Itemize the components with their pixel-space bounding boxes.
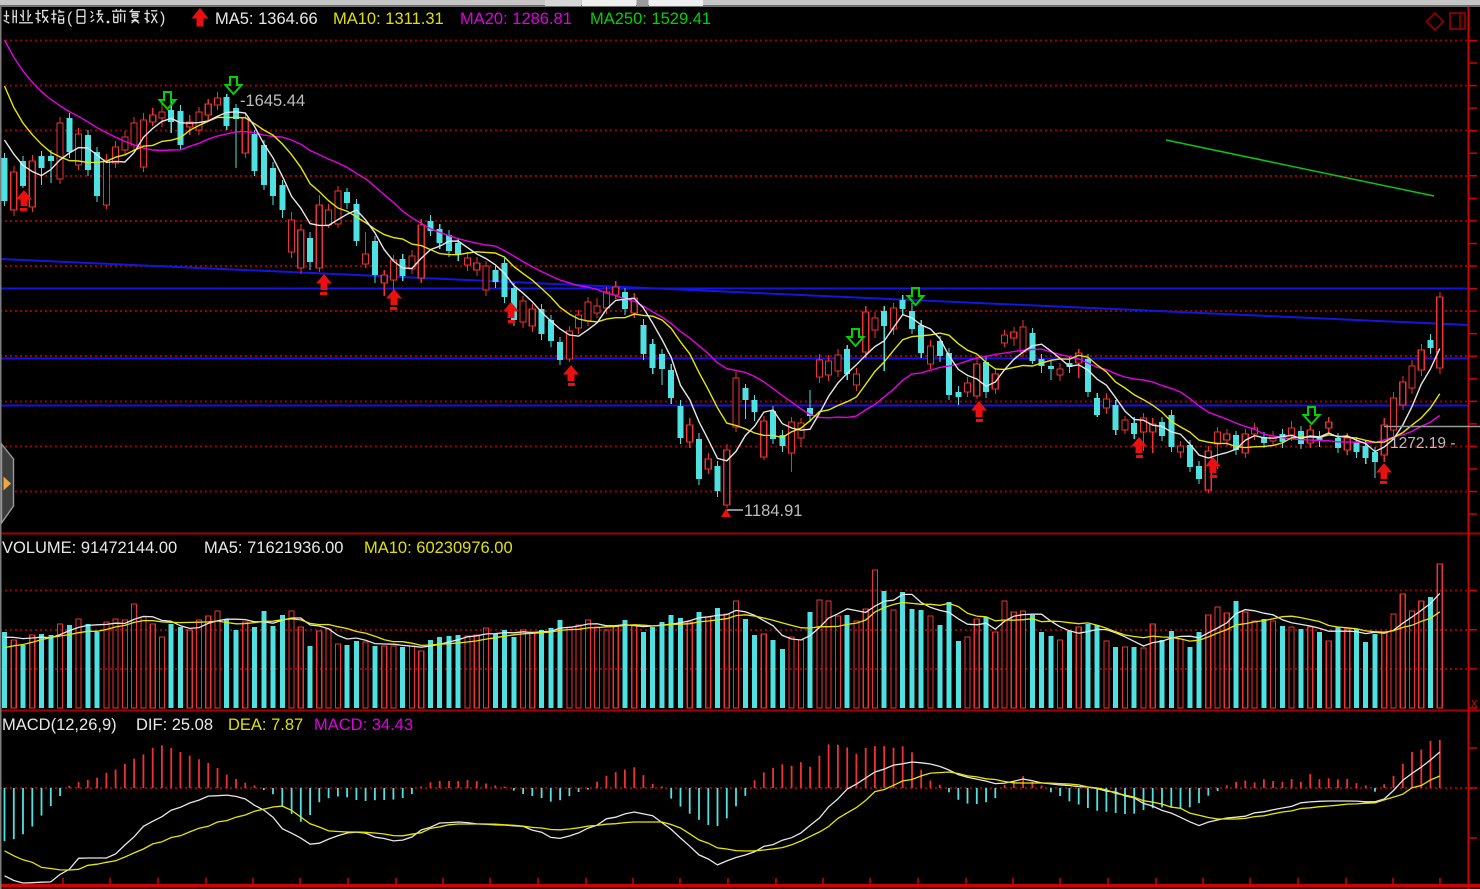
- svg-text:MA20: 1286.81: MA20: 1286.81: [460, 10, 572, 28]
- svg-text:DEA: 7.87: DEA: 7.87: [228, 716, 303, 734]
- svg-text:-1645.44: -1645.44: [240, 92, 305, 110]
- svg-text:MA10: 60230976.00: MA10: 60230976.00: [364, 539, 513, 557]
- svg-text:1184.91: 1184.91: [744, 502, 802, 520]
- svg-text:1272.19 -: 1272.19 -: [1390, 435, 1456, 452]
- svg-text:x: x: [1471, 695, 1478, 710]
- svg-text:(: (: [67, 10, 73, 27]
- svg-text:DIF: 25.08: DIF: 25.08: [136, 716, 213, 734]
- svg-text:): ): [160, 10, 165, 27]
- svg-text:MA10: 1311.31: MA10: 1311.31: [333, 10, 444, 28]
- svg-text:MACD(12,26,9): MACD(12,26,9): [2, 716, 117, 734]
- svg-text:MACD: 34.43: MACD: 34.43: [314, 716, 413, 734]
- svg-text:MA5: 1364.66: MA5: 1364.66: [215, 10, 318, 28]
- svg-text:VOLUME: 91472144.00: VOLUME: 91472144.00: [2, 539, 177, 557]
- svg-text:MA250: 1529.41: MA250: 1529.41: [590, 10, 711, 28]
- svg-text:MA5: 71621936.00: MA5: 71621936.00: [204, 539, 343, 557]
